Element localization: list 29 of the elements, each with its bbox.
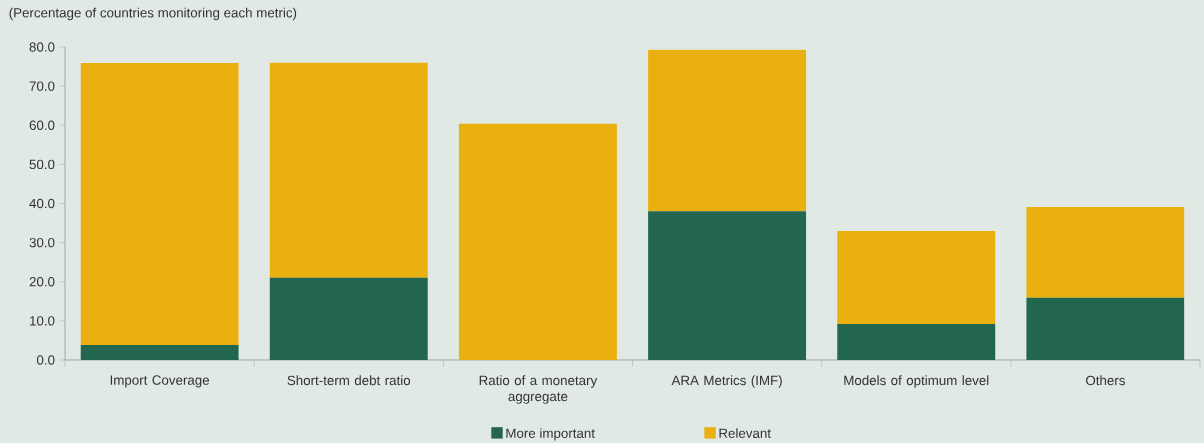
bar [648, 211, 807, 360]
bar [80, 345, 239, 360]
x-tick-label: Others [1086, 375, 1125, 386]
bar [269, 277, 428, 360]
y-tick-label: 70.0 [29, 81, 55, 91]
bar [458, 123, 617, 360]
x-tick-label: Import Coverage [110, 375, 210, 388]
x-tick-label: Ratio of a monetary aggregate [479, 375, 598, 404]
y-tick-label: 40.0 [29, 198, 55, 209]
x-tick-label: ARA Metrics (IMF) [671, 375, 782, 388]
bar [1026, 297, 1185, 360]
y-tick-label: 30.0 [29, 237, 55, 248]
x-tick-label: Models of optimum level [844, 375, 989, 388]
bar [648, 49, 807, 212]
text: (Percentage of countries monitoring each metric) [9, 7, 297, 21]
bar [1026, 207, 1185, 298]
y-tick-label: 80.0 [29, 42, 55, 52]
y-tick-label: 50.0 [29, 159, 55, 170]
legend-label: More important [506, 428, 595, 441]
x-tick-label: Short-term debt ratio [287, 375, 411, 386]
bar [837, 323, 996, 360]
y-tick-label: 10.0 [30, 316, 55, 326]
legend-label: Relevant [719, 428, 771, 438]
y-tick-label: 20.0 [29, 277, 55, 287]
y-tick-label: 0.0 [36, 355, 55, 365]
y-tick-label: 60.0 [29, 120, 55, 130]
bar [80, 63, 239, 346]
bar [837, 230, 996, 324]
bar [269, 62, 428, 278]
